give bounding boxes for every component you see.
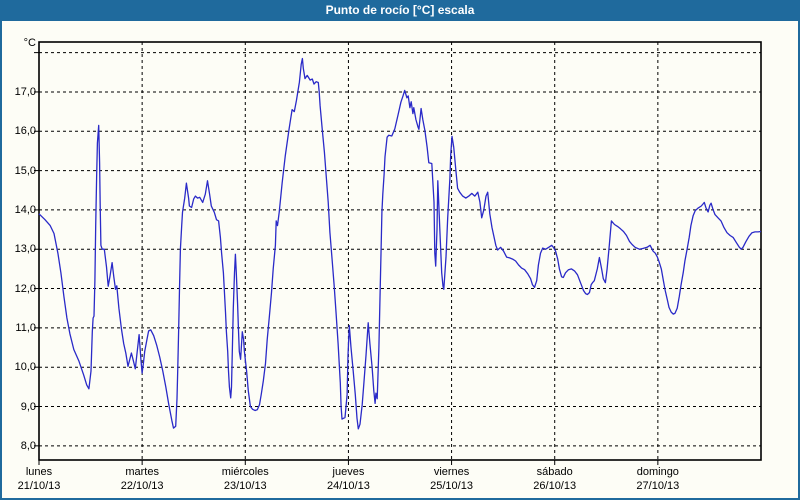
y-axis-label: 9,0 xyxy=(20,400,36,413)
x-axis-day-label: sábado xyxy=(536,466,573,478)
x-axis-day-label: martes xyxy=(125,466,159,478)
x-axis-day-label: jueves xyxy=(332,466,365,478)
x-axis-date-label: 27/10/13 xyxy=(636,480,680,492)
y-axis-label: 12,0 xyxy=(14,282,36,295)
y-axis-label: 16,0 xyxy=(14,125,36,138)
x-axis-day-label: miércoles xyxy=(221,466,269,478)
x-axis-date-label: 26/10/13 xyxy=(533,480,577,492)
x-axis-date-label: 22/10/13 xyxy=(120,480,164,492)
dew-point-chart xyxy=(34,41,762,465)
x-axis-day-label: lunes xyxy=(25,466,53,478)
y-axis-unit-label: °C xyxy=(23,37,36,49)
x-axis-date-label: 25/10/13 xyxy=(430,480,473,492)
window-title: Punto de rocío [°C] escala xyxy=(325,3,475,17)
x-axis-day-label: viernes xyxy=(433,466,470,478)
dew-point-line xyxy=(38,57,762,430)
y-axis-label: 10,0 xyxy=(14,361,36,374)
x-axis-date-label: 24/10/13 xyxy=(327,480,370,492)
y-axis-label: 17,0 xyxy=(14,85,36,98)
x-axis-date-label: 21/10/13 xyxy=(17,480,61,492)
title-bar: Punto de rocío [°C] escala xyxy=(0,0,800,21)
chart-plot-area xyxy=(32,40,768,468)
y-axis-label: 14,0 xyxy=(14,203,36,216)
y-axis-label: 13,0 xyxy=(14,243,36,256)
y-axis-label: 8,0 xyxy=(20,439,36,452)
x-axis-day-label: domingo xyxy=(636,466,679,478)
x-axis-date-label: 23/10/13 xyxy=(223,480,267,492)
y-axis-label: 15,0 xyxy=(14,164,36,177)
plot-border xyxy=(38,41,762,461)
y-axis-label: 11,0 xyxy=(15,321,36,334)
